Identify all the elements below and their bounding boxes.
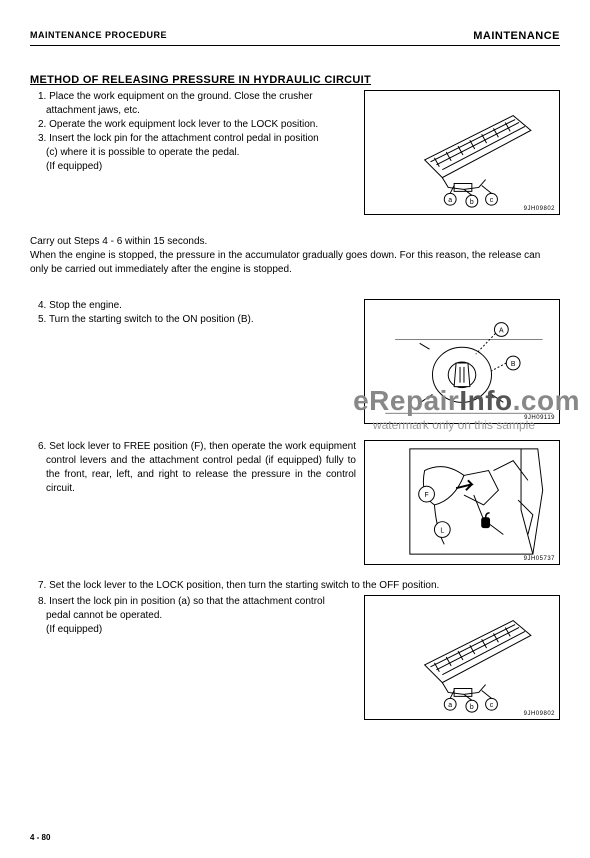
figure-id-1: 9JH09802: [524, 206, 555, 212]
step-3b: (c) where it is possible to operate the …: [46, 146, 356, 160]
switch-label-a: A: [499, 327, 504, 334]
step-8c: (If equipped): [46, 623, 356, 637]
figure-switch: A B 9JH09119: [364, 299, 560, 424]
figure-id-3: 9JH05737: [524, 556, 555, 562]
switch-label-b: B: [511, 361, 516, 368]
pedal-label-c: c: [490, 197, 494, 204]
block-steps-7-8: 7. Set the lock lever to the LOCK positi…: [30, 579, 560, 720]
figure-cab: F L 9JH05737: [364, 440, 560, 565]
block-step-6: 6. Set lock lever to FREE position (F), …: [30, 440, 560, 565]
step-8b: pedal cannot be operated.: [46, 609, 356, 623]
pedal-label-b: b: [470, 199, 474, 206]
pedal2-label-a: a: [448, 702, 452, 709]
cab-icon: F L: [365, 441, 559, 564]
figure-pedal-2: a b c 9JH09802: [364, 595, 560, 720]
mid-text-2: When the engine is stopped, the pressure…: [30, 249, 560, 277]
col-text-2: 4. Stop the engine. 5. Turn the starting…: [30, 299, 356, 424]
header-left: MAINTENANCE PROCEDURE: [30, 30, 167, 42]
step-8: 8. Insert the lock pin in position (a) s…: [38, 595, 356, 609]
col-text-3: 6. Set lock lever to FREE position (F), …: [30, 440, 356, 565]
step-3c: (If equipped): [46, 160, 356, 174]
step-5: 5. Turn the starting switch to the ON po…: [38, 313, 356, 327]
pedal-icon-2: a b c: [365, 596, 559, 719]
page-header: MAINTENANCE PROCEDURE MAINTENANCE: [30, 30, 560, 46]
step-7: 7. Set the lock lever to the LOCK positi…: [38, 579, 560, 593]
block-steps-1-3: 1. Place the work equipment on the groun…: [30, 90, 560, 215]
switch-icon: A B: [365, 300, 559, 423]
section-title: METHOD OF RELEASING PRESSURE IN HYDRAULI…: [30, 74, 560, 86]
mid-text-1: Carry out Steps 4 - 6 within 15 seconds.: [30, 235, 560, 249]
figure-pedal-1: a b c 9JH09802: [364, 90, 560, 215]
col-text-1: 1. Place the work equipment on the groun…: [30, 90, 356, 215]
step-4: 4. Stop the engine.: [38, 299, 356, 313]
col-text-4: 8. Insert the lock pin in position (a) s…: [30, 595, 356, 720]
step-2: 2. Operate the work equipment lock lever…: [38, 118, 356, 132]
block-steps-4-5: 4. Stop the engine. 5. Turn the starting…: [30, 299, 560, 424]
step-1: 1. Place the work equipment on the groun…: [38, 90, 356, 118]
header-right: MAINTENANCE: [473, 30, 560, 42]
pedal2-label-b: b: [470, 704, 474, 711]
step-3: 3. Insert the lock pin for the attachmen…: [38, 132, 356, 146]
pedal2-label-c: c: [490, 702, 494, 709]
figure-id-2: 9JH09119: [524, 415, 555, 421]
step-6: 6. Set lock lever to FREE position (F), …: [38, 440, 356, 496]
cab-label-l: L: [440, 528, 444, 535]
figure-id-4: 9JH09802: [524, 711, 555, 717]
pedal-label-a: a: [448, 197, 452, 204]
page-number: 4 - 80: [30, 833, 50, 842]
cab-label-f: F: [424, 492, 428, 499]
pedal-icon: a b c: [365, 91, 559, 214]
